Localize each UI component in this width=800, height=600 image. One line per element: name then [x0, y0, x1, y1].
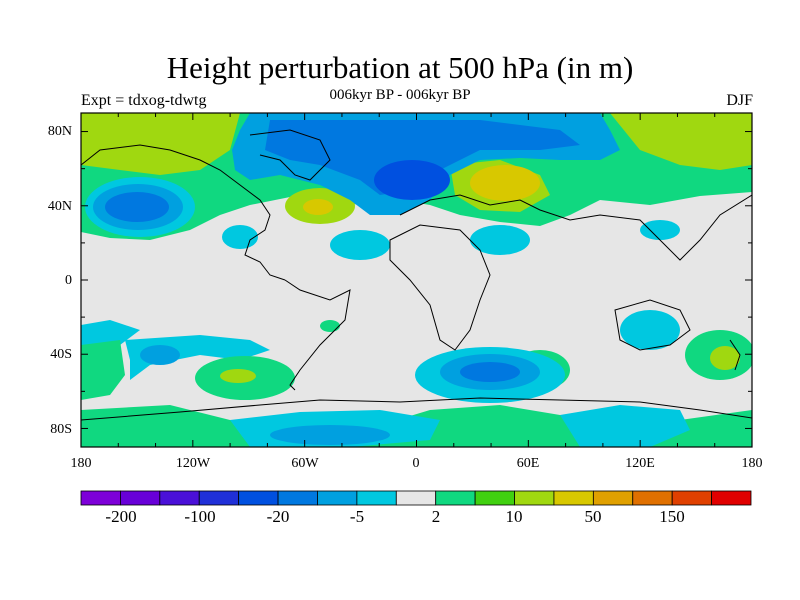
lat-label-eq: 0 — [65, 273, 72, 288]
colorbar-box — [435, 490, 476, 506]
new-zealand-coast — [729, 339, 741, 371]
experiment-label: Expt = tdxog-tdwtg — [81, 92, 207, 109]
lon-label-180e: 180 — [741, 456, 763, 471]
colorbar-box — [711, 490, 752, 506]
arctic-yellow-green — [610, 113, 752, 170]
lat-label-40n: 40N — [47, 199, 72, 214]
antarctica-coast — [81, 397, 752, 421]
tropical-blue-1 — [330, 230, 390, 260]
colorbar-label: 2 — [431, 507, 441, 526]
colorbar-box — [356, 490, 397, 506]
colorbar-box — [553, 490, 594, 506]
pacific-low-inner — [105, 192, 169, 222]
lon-label-120w: 120W — [175, 456, 211, 471]
sh-blue-1 — [81, 320, 140, 350]
lat-label-80s: 80S — [50, 422, 72, 437]
colorbar-label: 150 — [659, 507, 685, 526]
tropical-blue-3 — [470, 225, 530, 255]
sh-green-small — [320, 320, 340, 332]
sh-blue-australia — [620, 310, 680, 350]
lon-label-120e: 120E — [625, 456, 655, 471]
colorbar-box — [80, 490, 121, 506]
plot-title: Height perturbation at 500 hPa (in m) — [166, 50, 634, 85]
australia-coast — [614, 299, 691, 351]
contour-field — [81, 113, 752, 447]
na-pacific-yellow-green — [81, 113, 240, 175]
arctic-blue-mid — [265, 120, 580, 195]
africa-coast — [389, 224, 491, 351]
greenland-coast — [249, 129, 331, 181]
sh-blue-2-core — [140, 345, 180, 365]
colorbar-box — [632, 490, 673, 506]
season-label: DJF — [726, 92, 753, 109]
sh-yellow-pacific — [220, 369, 256, 383]
colorbar-box — [277, 490, 318, 506]
colorbar-box — [120, 490, 161, 506]
colorbar-box — [159, 490, 200, 506]
lon-label-60e: 60E — [516, 456, 540, 471]
period-label: 006kyr BP - 006kyr BP — [329, 87, 471, 103]
lon-label-60w: 60W — [291, 456, 319, 471]
colorbar-box — [395, 490, 437, 506]
tropical-blue-2 — [222, 225, 258, 249]
colorbar-label: -5 — [349, 507, 365, 526]
coastlines — [81, 129, 752, 421]
colorbar-box — [592, 490, 634, 506]
colorbar-label: -20 — [266, 507, 290, 526]
colorbar — [80, 490, 752, 506]
sh-blue-south-atlantic-core — [460, 362, 520, 382]
colorbar-box — [514, 490, 555, 506]
north-america-coast — [81, 144, 286, 281]
antarctic-blue-core — [270, 425, 390, 445]
antarctic-blue-2 — [560, 405, 690, 447]
lon-label-0: 0 — [412, 456, 420, 471]
sh-yellow-east — [710, 346, 740, 370]
eurasia-yellow-core — [470, 165, 540, 201]
colorbar-box — [317, 490, 358, 506]
colorbar-label: 50 — [584, 507, 602, 526]
lat-label-40s: 40S — [50, 347, 72, 362]
colorbar-label: -100 — [184, 507, 216, 526]
atlantic-yellow-core — [303, 199, 333, 215]
tropical-blue-4 — [640, 220, 680, 240]
lat-label-80n: 80N — [47, 124, 72, 139]
lon-label-180w: 180 — [70, 456, 92, 471]
south-america-coast — [284, 279, 351, 391]
colorbar-label: -200 — [105, 507, 137, 526]
colorbar-label: 10 — [505, 507, 523, 526]
colorbar-box — [198, 490, 240, 506]
sh-green-west — [81, 340, 125, 400]
colorbar-box — [238, 490, 279, 506]
axis-ticks — [80, 113, 753, 447]
colorbar-box — [671, 490, 712, 506]
arctic-blue-core — [374, 160, 450, 200]
colorbar-box — [474, 490, 515, 506]
eurasia-coast — [399, 194, 752, 261]
